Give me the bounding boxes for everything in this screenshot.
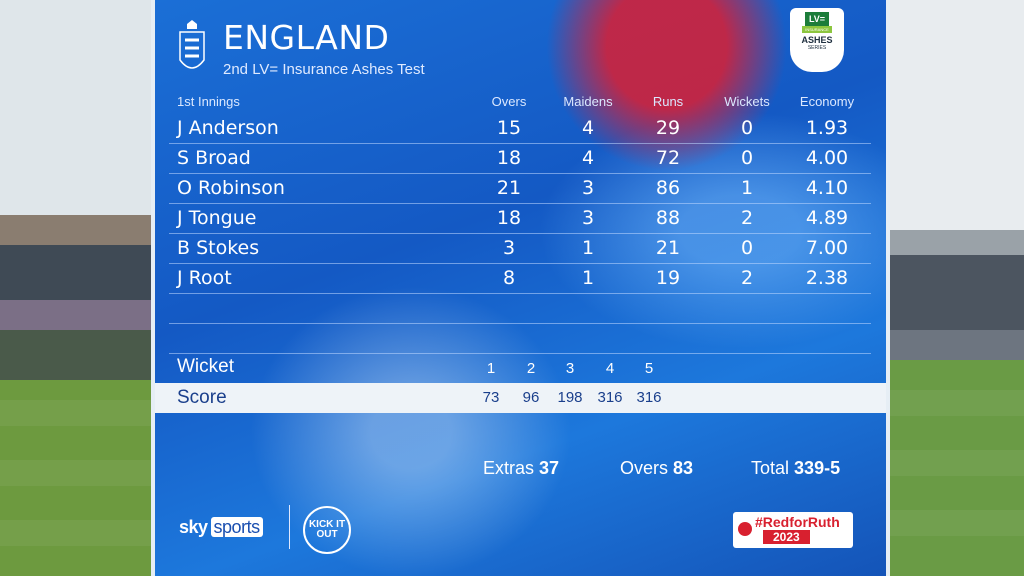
bowler-runs: 19 — [655, 267, 681, 289]
bowler-runs: 21 — [655, 237, 681, 259]
bowler-name: B Stokes — [177, 237, 260, 259]
bowler-overs: 18 — [496, 207, 522, 229]
fall-score: 316 — [597, 389, 623, 406]
fall-score: 198 — [557, 389, 583, 406]
bowler-runs: 29 — [655, 117, 681, 139]
bowler-runs: 86 — [655, 177, 681, 199]
three-lions-crest-icon — [179, 20, 205, 69]
innings-label: 1st Innings — [177, 94, 240, 109]
lv-ashes-sponsor-logo: LV= INSURANCE ASHES SERIES — [790, 8, 844, 72]
bowler-row: B Stokes 3 1 21 0 7.00 — [169, 234, 871, 264]
match-subtitle: 2nd LV= Insurance Ashes Test — [223, 61, 425, 78]
bowler-economy: 7.00 — [805, 237, 849, 259]
bowler-economy: 2.38 — [805, 267, 849, 289]
bowler-wickets: 0 — [740, 147, 754, 169]
bowler-overs: 15 — [496, 117, 522, 139]
score-bar: Score 73 96 198 316 316 — [155, 383, 886, 413]
bowler-maidens: 4 — [581, 117, 595, 139]
bowler-row: O Robinson 21 3 86 1 4.10 — [169, 174, 871, 204]
bowler-name: J Root — [177, 267, 232, 289]
bowler-runs: 88 — [655, 207, 681, 229]
col-overs: Overs — [491, 94, 527, 109]
bowler-wickets: 0 — [740, 117, 754, 139]
sky-sports-logo: sky sports — [179, 517, 263, 538]
bowler-economy: 1.93 — [805, 117, 849, 139]
score-label: Score — [177, 387, 227, 408]
bowler-overs: 3 — [502, 237, 516, 259]
bowler-economy: 4.10 — [805, 177, 849, 199]
wicket-number: 2 — [526, 360, 536, 377]
fall-score: 96 — [522, 389, 540, 406]
wicket-number: 5 — [644, 360, 654, 377]
wicket-number: 3 — [565, 360, 575, 377]
cricket-ball-icon — [738, 522, 752, 536]
wicket-number: 1 — [486, 360, 496, 377]
bowler-wickets: 0 — [740, 237, 754, 259]
red-for-ruth-badge: #RedforRuth 2023 — [733, 512, 853, 548]
bowler-overs: 21 — [496, 177, 522, 199]
extras-total: Extras 37 — [483, 458, 560, 478]
col-maidens: Maidens — [563, 94, 613, 109]
bowler-economy: 4.89 — [805, 207, 849, 229]
scorecard-panel: ENGLAND 2nd LV= Insurance Ashes Test LV=… — [155, 0, 886, 576]
bowler-name: O Robinson — [177, 177, 285, 199]
kick-it-out-logo: KICK IT OUT — [303, 506, 351, 554]
bowler-overs: 8 — [502, 267, 516, 289]
bowler-overs: 18 — [496, 147, 522, 169]
bowler-name: J Tongue — [177, 207, 257, 229]
col-wickets: Wickets — [724, 94, 770, 109]
stadium-background-right — [888, 0, 1024, 576]
overs-total: Overs 83 — [620, 458, 694, 478]
col-runs: Runs — [652, 94, 684, 109]
team-name: ENGLAND — [223, 18, 390, 57]
col-economy: Economy — [799, 94, 855, 109]
bowler-row: J Tongue 18 3 88 2 4.89 — [169, 204, 871, 234]
bowler-maidens: 1 — [581, 237, 595, 259]
bowler-maidens: 3 — [581, 207, 595, 229]
bowler-row: S Broad 18 4 72 0 4.00 — [169, 144, 871, 174]
bowler-wickets: 1 — [740, 177, 754, 199]
bowler-row: J Anderson 15 4 29 0 1.93 — [169, 114, 871, 144]
bowler-wickets: 2 — [740, 207, 754, 229]
bowler-maidens: 1 — [581, 267, 595, 289]
stadium-background-left — [0, 0, 156, 576]
bowler-row: J Root 8 1 19 2 2.38 — [169, 264, 871, 294]
empty-row — [169, 294, 871, 324]
bowler-economy: 4.00 — [805, 147, 849, 169]
bowler-runs: 72 — [655, 147, 681, 169]
panel-edge-left — [151, 0, 155, 576]
bowler-wickets: 2 — [740, 267, 754, 289]
bowler-name: S Broad — [177, 147, 251, 169]
panel-edge-right — [886, 0, 890, 576]
fall-score: 73 — [482, 389, 500, 406]
bowler-maidens: 4 — [581, 147, 595, 169]
bowler-maidens: 3 — [581, 177, 595, 199]
bowler-name: J Anderson — [177, 117, 279, 139]
fall-score: 316 — [636, 389, 662, 406]
wicket-label: Wicket — [177, 356, 234, 377]
innings-total: Total 339-5 — [751, 458, 841, 478]
wicket-number: 4 — [605, 360, 615, 377]
empty-row — [169, 324, 871, 354]
footer-divider — [289, 505, 290, 549]
